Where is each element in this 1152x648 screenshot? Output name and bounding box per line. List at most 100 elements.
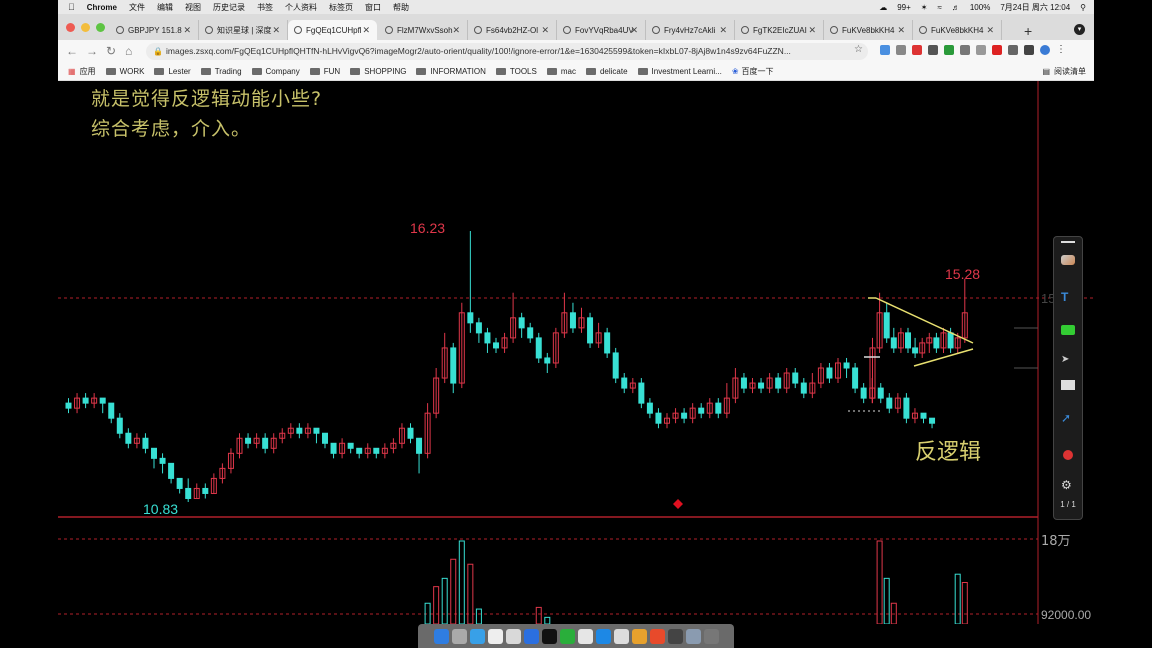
bookmark-baidu[interactable]: ❀ 百度一下	[732, 66, 774, 77]
preview-icon[interactable]	[613, 628, 629, 644]
text-tool-icon[interactable]: T	[1061, 290, 1069, 304]
notification-count[interactable]: 99+	[897, 2, 911, 12]
menu-help[interactable]: 帮助	[386, 2, 409, 12]
search-icon[interactable]: ⚲	[1080, 2, 1086, 12]
tab-1[interactable]: GBPJPY 151.8 ✕	[110, 20, 199, 40]
menu-view[interactable]: 视图	[178, 2, 201, 12]
bookmark-folder[interactable]: delicate	[585, 67, 628, 76]
address-bar[interactable]: 🔒 images.zsxq.com/FgQEq1CUHpflQHTfN-hLHv…	[146, 43, 868, 60]
bookmark-folder[interactable]: INFORMATION	[416, 67, 486, 76]
close-icon[interactable]: ✕	[630, 24, 638, 35]
extension-icon[interactable]	[880, 45, 890, 55]
trash-icon[interactable]	[703, 628, 719, 644]
finder-icon[interactable]	[433, 628, 449, 644]
close-icon[interactable]: ✕	[719, 24, 727, 35]
bookmark-folder[interactable]: Company	[251, 67, 300, 76]
menu-window[interactable]: 窗口	[358, 2, 381, 12]
back-button[interactable]: ←	[66, 44, 78, 58]
menu-file[interactable]: 文件	[122, 2, 145, 12]
numbers-icon[interactable]	[505, 628, 521, 644]
reading-list-button[interactable]: ▤ 阅读清单	[1042, 62, 1086, 80]
volume-icon[interactable]: ♬	[951, 2, 960, 12]
bookmark-star-icon[interactable]: ☆	[854, 44, 863, 55]
close-window-button[interactable]	[66, 23, 75, 32]
reload-button[interactable]: ↻	[106, 44, 117, 58]
qq-icon[interactable]	[541, 628, 557, 644]
tab-8[interactable]: FgTK2EIcZUAI ✕	[735, 20, 824, 40]
home-button[interactable]: ⌂	[125, 44, 133, 58]
screenshot-icon[interactable]	[685, 628, 701, 644]
extension-icon[interactable]	[976, 45, 986, 55]
close-icon[interactable]: ✕	[897, 24, 905, 35]
record-icon[interactable]	[1063, 450, 1073, 460]
close-icon[interactable]: ✕	[808, 24, 816, 35]
extension-icon[interactable]	[1008, 45, 1018, 55]
wifi-icon[interactable]: ≈	[937, 2, 942, 12]
new-tab-button[interactable]: +	[1024, 23, 1033, 39]
tab-4[interactable]: FlzM7WxvSsoh ✕	[379, 20, 468, 40]
menu-tab[interactable]: 标签页	[322, 2, 353, 12]
bookmark-folder[interactable]: mac	[546, 67, 576, 76]
settings-gear-icon[interactable]: ⚙	[1061, 478, 1072, 492]
more-menu-icon[interactable]: ⋮	[1056, 44, 1066, 55]
extension-icon[interactable]	[896, 45, 906, 55]
quicktime-icon[interactable]	[667, 628, 683, 644]
bookmark-folder[interactable]: Lester	[154, 67, 191, 76]
bookmark-folder[interactable]: FUN	[309, 67, 340, 76]
lock-icon[interactable]: 🔒	[153, 47, 163, 56]
menu-app-name[interactable]: Chrome	[80, 2, 117, 12]
menu-bookmarks[interactable]: 书签	[250, 2, 273, 12]
tab-search-button[interactable]: ▾	[1074, 24, 1085, 35]
tab-3-active[interactable]: FgQEq1CUHpfl ✕	[288, 20, 377, 40]
appstore-icon[interactable]	[523, 628, 539, 644]
extension-icon[interactable]	[928, 45, 938, 55]
maximize-window-button[interactable]	[96, 23, 105, 32]
close-icon[interactable]: ✕	[541, 24, 549, 35]
menu-history[interactable]: 历史记录	[206, 2, 245, 12]
close-icon[interactable]: ✕	[986, 24, 994, 35]
chrome-icon[interactable]	[577, 628, 593, 644]
collapse-toolbar-button[interactable]	[1061, 241, 1075, 243]
tab-6[interactable]: FovYVqRba4UV ✕	[557, 20, 646, 40]
wechat-icon[interactable]	[559, 628, 575, 644]
avatar[interactable]	[1040, 45, 1050, 55]
extension-icon[interactable]	[944, 45, 954, 55]
extensions-puzzle-icon[interactable]	[1024, 45, 1034, 55]
apps-shortcut[interactable]: ▦ 应用	[68, 66, 96, 77]
extension-icon[interactable]	[912, 45, 922, 55]
close-icon[interactable]: ✕	[362, 24, 370, 35]
menu-edit[interactable]: 编辑	[150, 2, 173, 12]
pencil-icon[interactable]	[1061, 255, 1075, 265]
telegram-icon[interactable]	[595, 628, 611, 644]
close-icon[interactable]: ✕	[452, 24, 460, 35]
close-icon[interactable]: ✕	[183, 24, 191, 35]
bookmark-folder[interactable]: SHOPPING	[350, 67, 406, 76]
extension-icon[interactable]	[960, 45, 970, 55]
menu-profile[interactable]: 个人资料	[278, 2, 317, 12]
apple-icon[interactable]: 	[68, 2, 75, 12]
tab-9[interactable]: FuKVe8bkKH4 ✕	[824, 20, 913, 40]
tab-2[interactable]: 知识星球 | 深度 ✕	[199, 20, 288, 40]
line-tool-icon[interactable]: ➚	[1061, 411, 1072, 425]
notes-icon[interactable]	[487, 628, 503, 644]
tab-5[interactable]: Fs64vb2HZ-Ol ✕	[468, 20, 557, 40]
tab-10[interactable]: FuKVe8bkKH4 ✕	[913, 20, 1002, 40]
close-icon[interactable]: ✕	[272, 24, 280, 35]
bookmark-folder[interactable]: WORK	[105, 67, 144, 76]
rectangle-tool-icon[interactable]	[1061, 380, 1075, 390]
bookmark-folder[interactable]: Investment Learni...	[637, 67, 722, 76]
battery-level[interactable]: 100%	[969, 2, 991, 12]
color-picker-icon[interactable]	[1061, 325, 1075, 335]
minimize-window-button[interactable]	[81, 23, 90, 32]
video-app-icon[interactable]	[649, 628, 665, 644]
extension-icon[interactable]	[992, 45, 1002, 55]
tab-7[interactable]: Fry4vHz7cAkIi ✕	[646, 20, 735, 40]
photos-icon[interactable]	[631, 628, 647, 644]
clock[interactable]: 7月24日 周六 12:04	[1000, 2, 1071, 12]
launchpad-icon[interactable]	[451, 628, 467, 644]
bookmark-folder[interactable]: TOOLS	[495, 67, 537, 76]
cursor-icon[interactable]: ➤	[1061, 354, 1070, 365]
bookmark-folder[interactable]: Trading	[200, 67, 242, 76]
cloud-icon[interactable]: ☁	[879, 2, 888, 12]
bluetooth-icon[interactable]: ✶	[920, 2, 928, 12]
